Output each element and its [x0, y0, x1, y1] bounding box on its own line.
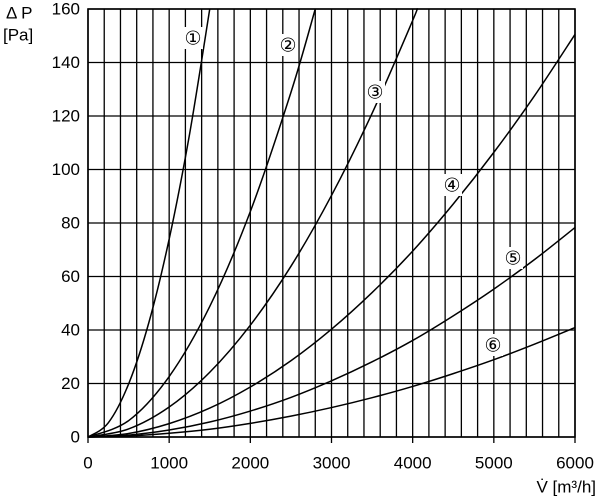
- curve: [87, 226, 576, 438]
- curve: [87, 8, 211, 438]
- y-tick-label: 40: [61, 320, 80, 339]
- label-bg: [503, 247, 523, 269]
- y-tick-label: 100: [52, 160, 80, 179]
- x-tick-label: 4000: [394, 453, 432, 472]
- y-axis-label: [Pa]: [3, 25, 33, 44]
- curve-label: ⑤: [504, 248, 521, 270]
- label-bg: [483, 334, 503, 356]
- y-tick-label: 120: [52, 106, 80, 125]
- curve-label: ④: [443, 175, 460, 197]
- curve-label: ③: [366, 82, 383, 104]
- x-tick-label: 3000: [313, 453, 351, 472]
- y-tick-label: 140: [52, 53, 80, 72]
- y-tick-label: 60: [61, 267, 80, 286]
- x-tick-label: 2000: [231, 453, 269, 472]
- curve: [87, 33, 576, 438]
- y-tick-label: 80: [61, 213, 80, 232]
- y-axis-label: Δ P: [6, 3, 32, 22]
- x-tick-label: 5000: [475, 453, 513, 472]
- curve-label: ①: [184, 28, 201, 50]
- curve-label: ⑥: [484, 335, 501, 357]
- label-bg: [365, 81, 385, 103]
- label-bg: [183, 27, 203, 49]
- x-axis-label: V̇ [m³/h]: [536, 477, 596, 496]
- y-tick-label: 160: [52, 0, 80, 18]
- plot-frame: [87, 8, 576, 438]
- curve: [87, 8, 316, 438]
- curve: [87, 8, 418, 438]
- x-tick-label: 6000: [556, 453, 594, 472]
- label-bg: [278, 34, 298, 56]
- y-tick-label: 20: [61, 374, 80, 393]
- x-tick-label: 1000: [150, 453, 188, 472]
- x-tick-label: 0: [83, 453, 92, 472]
- curve-label: ②: [279, 35, 296, 57]
- curve: [87, 326, 576, 438]
- label-bg: [442, 174, 462, 196]
- y-tick-label: 0: [71, 427, 80, 446]
